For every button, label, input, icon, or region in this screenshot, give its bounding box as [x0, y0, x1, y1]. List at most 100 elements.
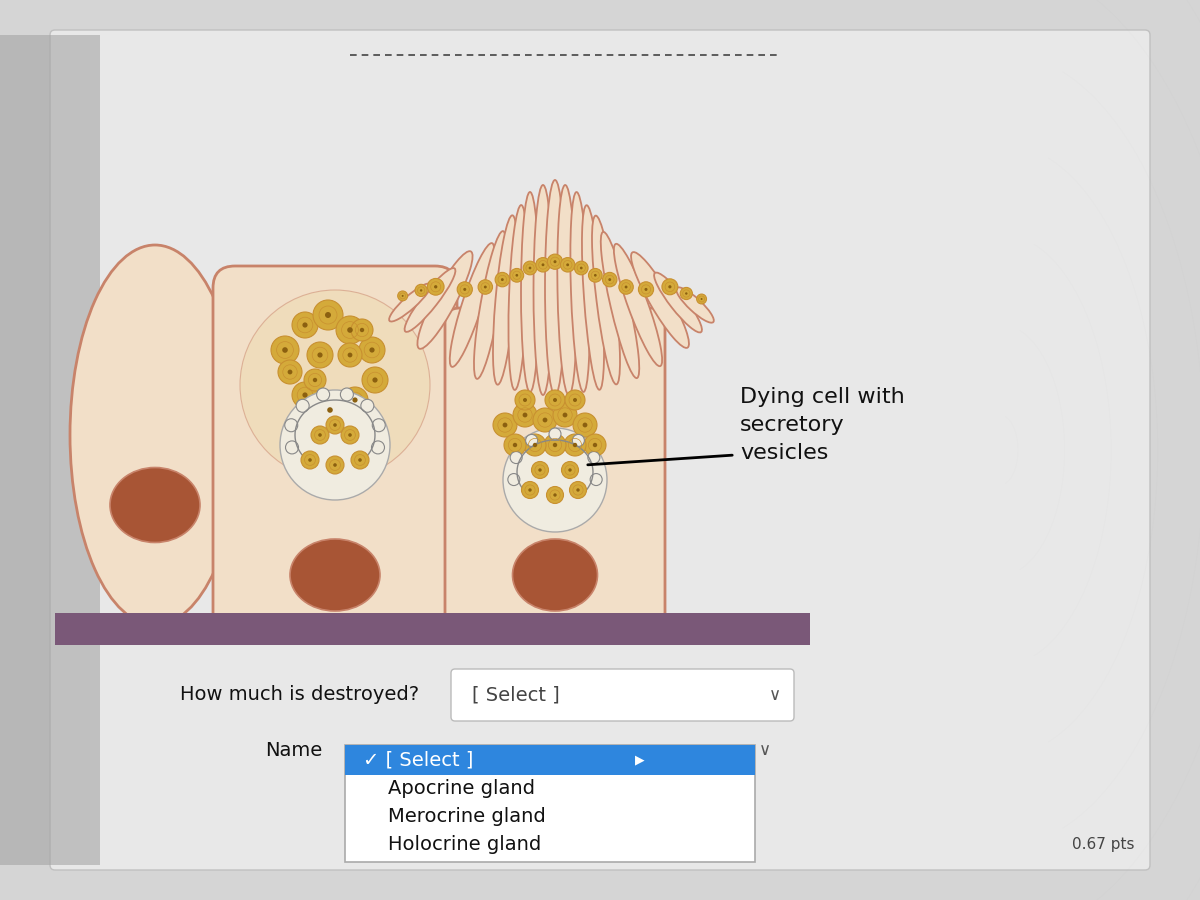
Circle shape	[504, 434, 526, 456]
Circle shape	[338, 343, 362, 367]
Circle shape	[590, 473, 602, 485]
Circle shape	[328, 407, 332, 413]
Circle shape	[271, 336, 299, 364]
Circle shape	[317, 353, 323, 357]
Ellipse shape	[290, 539, 380, 611]
Circle shape	[348, 433, 352, 436]
Circle shape	[420, 289, 422, 292]
Ellipse shape	[570, 192, 589, 392]
Circle shape	[569, 468, 571, 472]
Circle shape	[574, 413, 598, 437]
Ellipse shape	[512, 539, 598, 611]
FancyBboxPatch shape	[346, 745, 755, 862]
Circle shape	[523, 261, 536, 274]
Circle shape	[685, 292, 688, 294]
Circle shape	[512, 443, 517, 447]
Circle shape	[553, 403, 577, 427]
Text: Dying cell with
secretory
vesicles: Dying cell with secretory vesicles	[740, 387, 905, 463]
Circle shape	[282, 347, 288, 353]
Circle shape	[532, 462, 548, 479]
Circle shape	[361, 400, 374, 412]
Circle shape	[478, 280, 492, 294]
Ellipse shape	[676, 287, 714, 323]
Circle shape	[336, 316, 364, 344]
Circle shape	[347, 328, 353, 333]
Circle shape	[523, 412, 528, 418]
Circle shape	[542, 418, 547, 422]
FancyBboxPatch shape	[50, 30, 1150, 870]
Text: Holocrine gland: Holocrine gland	[364, 834, 541, 853]
Circle shape	[334, 423, 337, 427]
Circle shape	[553, 493, 557, 497]
Text: ∨: ∨	[758, 741, 772, 759]
Ellipse shape	[545, 180, 565, 395]
Circle shape	[362, 367, 388, 393]
Ellipse shape	[474, 231, 506, 379]
Circle shape	[588, 452, 600, 464]
Ellipse shape	[110, 467, 200, 543]
Circle shape	[535, 257, 551, 272]
Circle shape	[668, 285, 672, 288]
Circle shape	[278, 360, 302, 384]
Circle shape	[352, 451, 370, 469]
Circle shape	[553, 398, 557, 402]
Circle shape	[397, 291, 408, 301]
FancyBboxPatch shape	[445, 308, 665, 628]
Circle shape	[372, 377, 378, 382]
Ellipse shape	[70, 245, 240, 625]
Circle shape	[526, 435, 538, 446]
Circle shape	[523, 398, 527, 402]
Circle shape	[564, 434, 586, 456]
Circle shape	[572, 435, 584, 446]
Circle shape	[528, 489, 532, 491]
Circle shape	[301, 451, 319, 469]
Circle shape	[533, 443, 538, 447]
Circle shape	[625, 285, 628, 288]
Circle shape	[510, 268, 523, 282]
Circle shape	[493, 413, 517, 437]
Circle shape	[563, 412, 568, 418]
Ellipse shape	[418, 251, 473, 349]
Circle shape	[434, 285, 437, 289]
Circle shape	[358, 458, 362, 462]
Circle shape	[292, 382, 318, 408]
Circle shape	[516, 274, 518, 276]
Ellipse shape	[534, 185, 552, 395]
Polygon shape	[0, 35, 100, 865]
Circle shape	[304, 369, 326, 391]
Circle shape	[342, 387, 368, 413]
Circle shape	[503, 428, 607, 532]
Circle shape	[593, 443, 598, 447]
Ellipse shape	[592, 216, 620, 384]
Circle shape	[316, 396, 344, 424]
Circle shape	[484, 285, 487, 288]
Circle shape	[372, 418, 385, 432]
Circle shape	[286, 441, 299, 454]
Ellipse shape	[389, 284, 431, 321]
Circle shape	[496, 273, 510, 287]
Circle shape	[318, 433, 322, 436]
Circle shape	[570, 482, 587, 499]
Circle shape	[302, 322, 307, 328]
Text: Apocrine gland: Apocrine gland	[364, 778, 535, 797]
Bar	[346, 745, 755, 775]
Ellipse shape	[493, 215, 517, 384]
Ellipse shape	[450, 243, 494, 367]
Circle shape	[583, 423, 588, 428]
Text: [ Select ]: [ Select ]	[472, 686, 559, 705]
Circle shape	[296, 400, 310, 412]
Text: ✓ [ Select ]: ✓ [ Select ]	[364, 751, 473, 770]
FancyBboxPatch shape	[451, 669, 794, 721]
Circle shape	[311, 426, 329, 444]
Text: 0.67 pts: 0.67 pts	[1073, 838, 1135, 852]
Circle shape	[514, 403, 538, 427]
Circle shape	[427, 278, 444, 295]
Ellipse shape	[404, 268, 456, 332]
Circle shape	[566, 264, 569, 266]
Circle shape	[662, 279, 678, 295]
Circle shape	[370, 347, 374, 353]
Circle shape	[360, 328, 365, 332]
Circle shape	[325, 312, 331, 318]
Circle shape	[580, 266, 583, 269]
Circle shape	[500, 278, 504, 281]
